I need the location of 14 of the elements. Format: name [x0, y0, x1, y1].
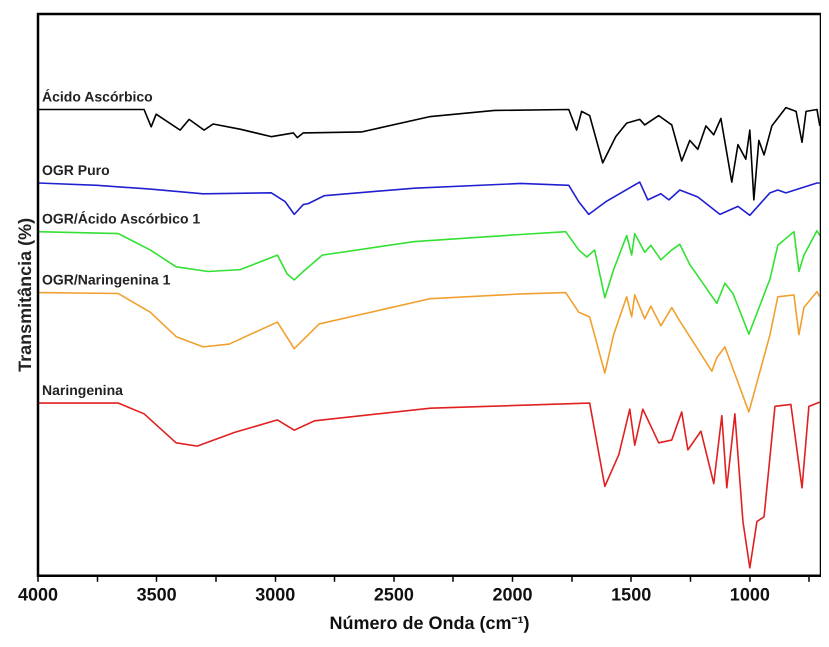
x-tick-label: 2000: [492, 584, 533, 605]
x-axis-title: Número de Onda (cm⁻¹): [329, 613, 530, 634]
x-tick-label: 3500: [136, 584, 177, 605]
y-axis-title: Transmitância (%): [14, 218, 35, 372]
x-tick-label: 3000: [255, 584, 296, 605]
x-tick-label: 1500: [611, 584, 652, 605]
series-label: OGR/Naringenina 1: [42, 271, 171, 288]
x-tick-label: 1000: [730, 584, 770, 605]
series-label: OGR Puro: [42, 162, 110, 178]
series-label: Ácido Ascórbico: [42, 88, 153, 104]
x-tick-label: 4000: [18, 584, 58, 605]
series-label: Naringenina: [42, 382, 124, 398]
x-tick-label: 2500: [374, 584, 414, 605]
series-label: OGR/Ácido Ascórbico 1: [42, 210, 200, 227]
